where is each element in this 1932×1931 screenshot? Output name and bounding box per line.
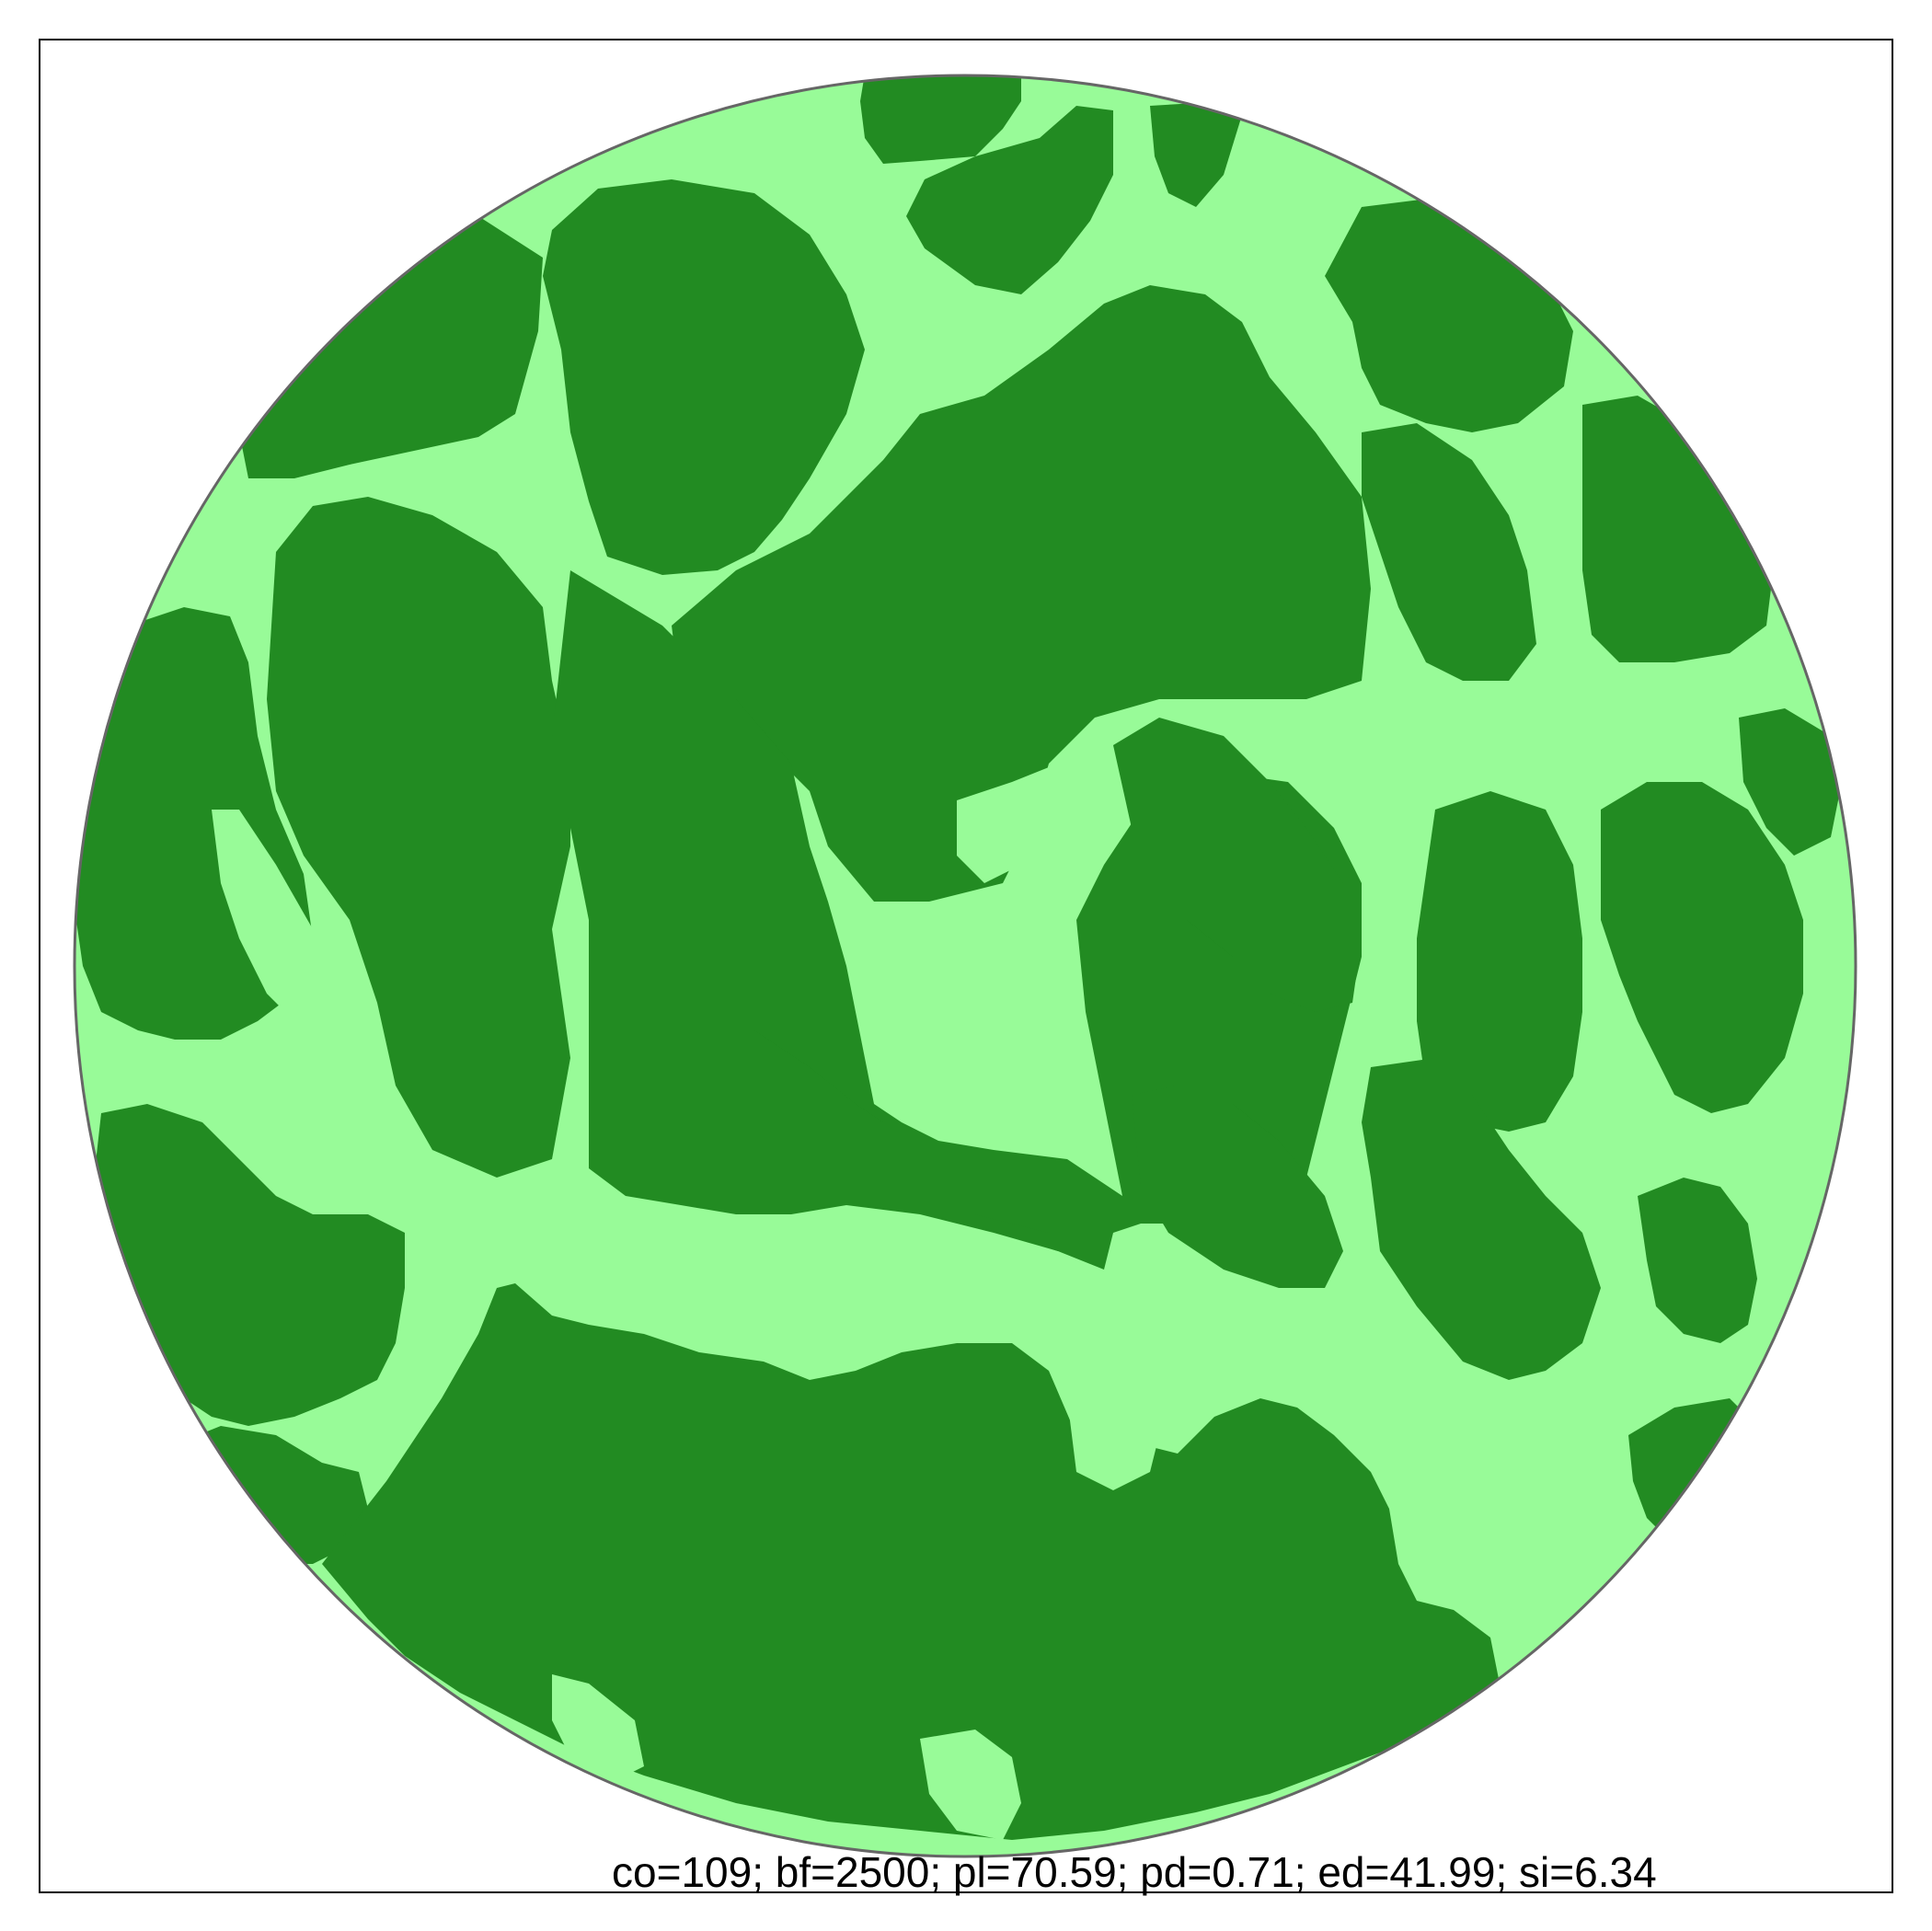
- landscape-raster: [75, 75, 1856, 1856]
- matrix-channel: [920, 1730, 1021, 1840]
- habitat-patch: [1739, 708, 1840, 856]
- habitat-patch: [322, 1283, 1500, 1840]
- habitat-patch: [1582, 396, 1776, 662]
- matrix-channel: [552, 1674, 644, 1785]
- habitat-patch: [1417, 791, 1582, 1132]
- habitat-patch: [860, 75, 1021, 164]
- stats-caption: co=109; bf=2500; pl=70.59; pd=0.71; ed=4…: [612, 1848, 1657, 1896]
- habitat-patch: [1150, 103, 1242, 207]
- habitat-patch: [906, 106, 1113, 294]
- landscape-boundary-circle: [73, 74, 1857, 1858]
- habitat-patch: [239, 216, 543, 478]
- habitat-patch: [672, 285, 1371, 902]
- habitat-patch: [1362, 423, 1536, 681]
- habitat-patch: [1638, 1178, 1757, 1343]
- habitat-patch: [1113, 718, 1362, 1012]
- habitat-patch: [1132, 1086, 1343, 1288]
- matrix-channel: [212, 810, 322, 1021]
- habitat-patch: [543, 179, 865, 575]
- habitat-patch: [267, 497, 570, 1178]
- habitat-patch: [1362, 1058, 1601, 1380]
- matrix-channel: [1067, 1389, 1159, 1490]
- matrix-channel: [957, 764, 1067, 883]
- habitat-patch: [92, 1104, 405, 1426]
- habitat-patch: [1601, 782, 1803, 1113]
